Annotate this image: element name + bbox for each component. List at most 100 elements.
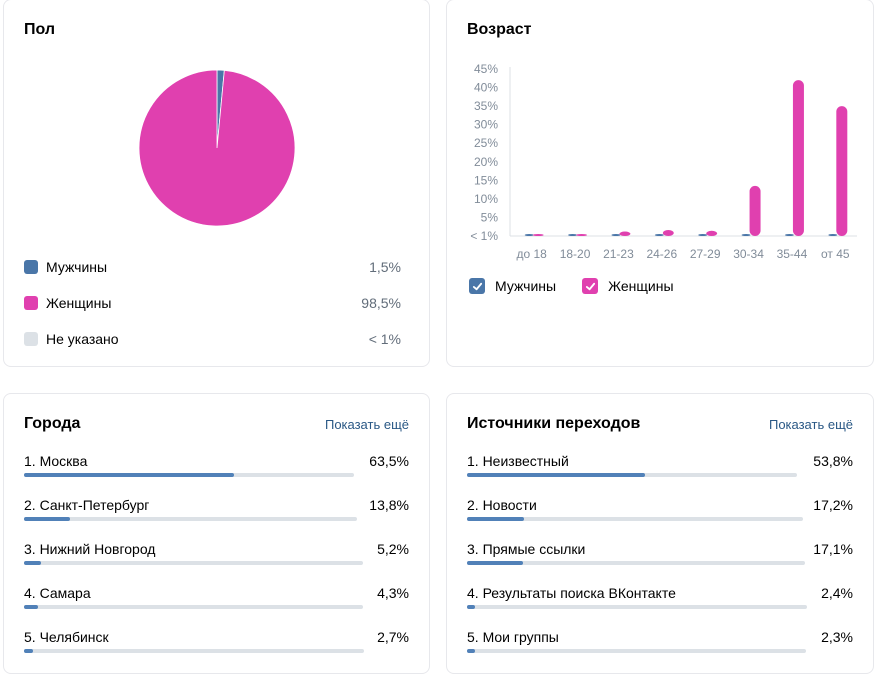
- gender-pie-chart: [138, 69, 296, 227]
- y-tick-label: 35%: [474, 99, 498, 113]
- x-tick-label: 27-29: [690, 247, 721, 261]
- legend-swatch-female: [24, 296, 38, 310]
- source-progress-fill: [467, 605, 475, 609]
- sources-title: Источники переходов: [467, 415, 641, 432]
- city-progress-track: [24, 517, 357, 521]
- city-label: 2. Санкт-Петербург: [24, 497, 150, 513]
- city-label: 1. Москва: [24, 453, 88, 469]
- source-row[interactable]: 4. Результаты поиска ВКонтакте 2,4%: [467, 585, 853, 609]
- city-progress-track: [24, 649, 364, 653]
- source-row[interactable]: 1. Неизвестный 53,8%: [467, 453, 853, 477]
- check-icon: [585, 282, 595, 290]
- age-bar-chart: < 1% 5% 10% 15% 20% 25% 30% 35% 40% 45% до 18 18-20…: [470, 62, 857, 261]
- bar-female: [619, 231, 631, 236]
- gender-title: Пол: [24, 21, 56, 38]
- age-legend: Мужчины Женщины: [469, 278, 700, 294]
- legend-swatch-unspecified: [24, 332, 38, 346]
- city-value: 13,8%: [369, 497, 409, 513]
- city-row[interactable]: 3. Нижний Новгород 5,2%: [24, 541, 409, 565]
- y-tick-label: 45%: [474, 62, 498, 76]
- source-value: 17,1%: [813, 541, 853, 557]
- city-value: 63,5%: [369, 453, 409, 469]
- city-progress-track: [24, 473, 354, 477]
- legend-value-female: 98,5%: [361, 295, 401, 311]
- pie-slice-1: [138, 69, 296, 227]
- city-label: 4. Самара: [24, 585, 91, 601]
- male-checkbox[interactable]: [469, 278, 485, 294]
- sources-card: Источники переходов Показать ещё 1. Неиз…: [446, 393, 874, 674]
- bar-female: [836, 106, 848, 236]
- city-label: 3. Нижний Новгород: [24, 541, 156, 557]
- city-row[interactable]: 4. Самара 4,3%: [24, 585, 409, 609]
- age-legend-female[interactable]: Женщины: [582, 278, 674, 294]
- legend-swatch-male: [24, 260, 38, 274]
- source-label: 4. Результаты поиска ВКонтакте: [467, 585, 676, 601]
- x-tick-label: 30-34: [733, 247, 764, 261]
- source-value: 53,8%: [813, 453, 853, 469]
- source-row[interactable]: 3. Прямые ссылки 17,1%: [467, 541, 853, 565]
- city-progress-fill: [24, 561, 42, 565]
- age-title: Возраст: [467, 21, 532, 38]
- check-icon: [472, 282, 482, 290]
- legend-label-female: Женщины: [46, 295, 112, 311]
- y-tick-label: 10%: [474, 192, 498, 206]
- legend-value-unspecified: < 1%: [368, 331, 401, 347]
- bar-female: [532, 234, 544, 236]
- city-row[interactable]: 2. Санкт-Петербург 13,8%: [24, 497, 409, 521]
- age-legend-male-label: Мужчины: [495, 278, 557, 294]
- y-tick-label: 15%: [474, 173, 498, 187]
- y-tick-label: 25%: [474, 136, 498, 150]
- source-progress-track: [467, 649, 806, 653]
- source-label: 1. Неизвестный: [467, 453, 569, 469]
- source-label: 3. Прямые ссылки: [467, 541, 586, 557]
- source-progress-track: [467, 517, 803, 521]
- bar-female: [576, 234, 588, 236]
- x-tick-label: от 45: [821, 247, 850, 261]
- bar-male: [568, 234, 578, 236]
- x-tick-label: 21-23: [603, 247, 634, 261]
- city-progress-fill: [24, 649, 33, 653]
- age-legend-female-label: Женщины: [608, 278, 674, 294]
- source-row[interactable]: 5. Мои группы 2,3%: [467, 629, 853, 653]
- female-checkbox[interactable]: [582, 278, 599, 294]
- source-row[interactable]: 2. Новости 17,2%: [467, 497, 853, 521]
- sources-show-more-link[interactable]: Показать ещё: [768, 417, 853, 432]
- legend-label-male: Мужчины: [46, 259, 108, 275]
- source-progress-track: [467, 605, 807, 609]
- y-tick-label: 30%: [474, 118, 498, 132]
- source-progress-fill: [467, 517, 524, 521]
- cities-card: Города Показать ещё 1. Москва 63,5% 2. Сан…: [3, 393, 430, 674]
- age-legend-male[interactable]: Мужчины: [469, 278, 556, 294]
- gender-card: Пол Мужчины 1,5% Женщины 98,5% Не указан…: [3, 0, 430, 367]
- bar-male: [654, 234, 664, 236]
- bar-female: [706, 230, 718, 236]
- city-progress-track: [24, 561, 363, 565]
- bar-male: [611, 234, 621, 236]
- legend-row-unspecified: Не указано < 1%: [24, 329, 401, 349]
- city-value: 2,7%: [377, 629, 409, 645]
- y-tick-label: 40%: [474, 81, 498, 95]
- legend-row-male: Мужчины 1,5%: [24, 257, 401, 277]
- y-tick-label: 20%: [474, 155, 498, 169]
- bar-male: [784, 234, 794, 236]
- age-card: Возраст < 1% 5% 10% 15% 20% 25% 30% 35% 40% 45% до…: [446, 0, 874, 367]
- cities-show-more-link[interactable]: Показать ещё: [324, 417, 409, 432]
- bar-male: [698, 234, 708, 236]
- city-progress-fill: [24, 605, 39, 609]
- source-progress-fill: [467, 561, 524, 565]
- bar-female: [749, 185, 761, 236]
- source-progress-track: [467, 473, 797, 477]
- x-tick-label: 18-20: [560, 247, 591, 261]
- cities-title: Города: [24, 415, 81, 432]
- source-progress-fill: [467, 649, 475, 653]
- y-tick-label: < 1%: [470, 229, 498, 243]
- x-tick-label: 24-26: [646, 247, 677, 261]
- bar-female: [662, 230, 674, 236]
- source-value: 2,3%: [821, 629, 853, 645]
- source-value: 2,4%: [821, 585, 853, 601]
- x-tick-label: до 18: [517, 247, 548, 261]
- city-row[interactable]: 1. Москва 63,5%: [24, 453, 409, 477]
- x-tick-label: 35-44: [777, 247, 808, 261]
- bar-male: [828, 234, 838, 236]
- city-row[interactable]: 5. Челябинск 2,7%: [24, 629, 409, 653]
